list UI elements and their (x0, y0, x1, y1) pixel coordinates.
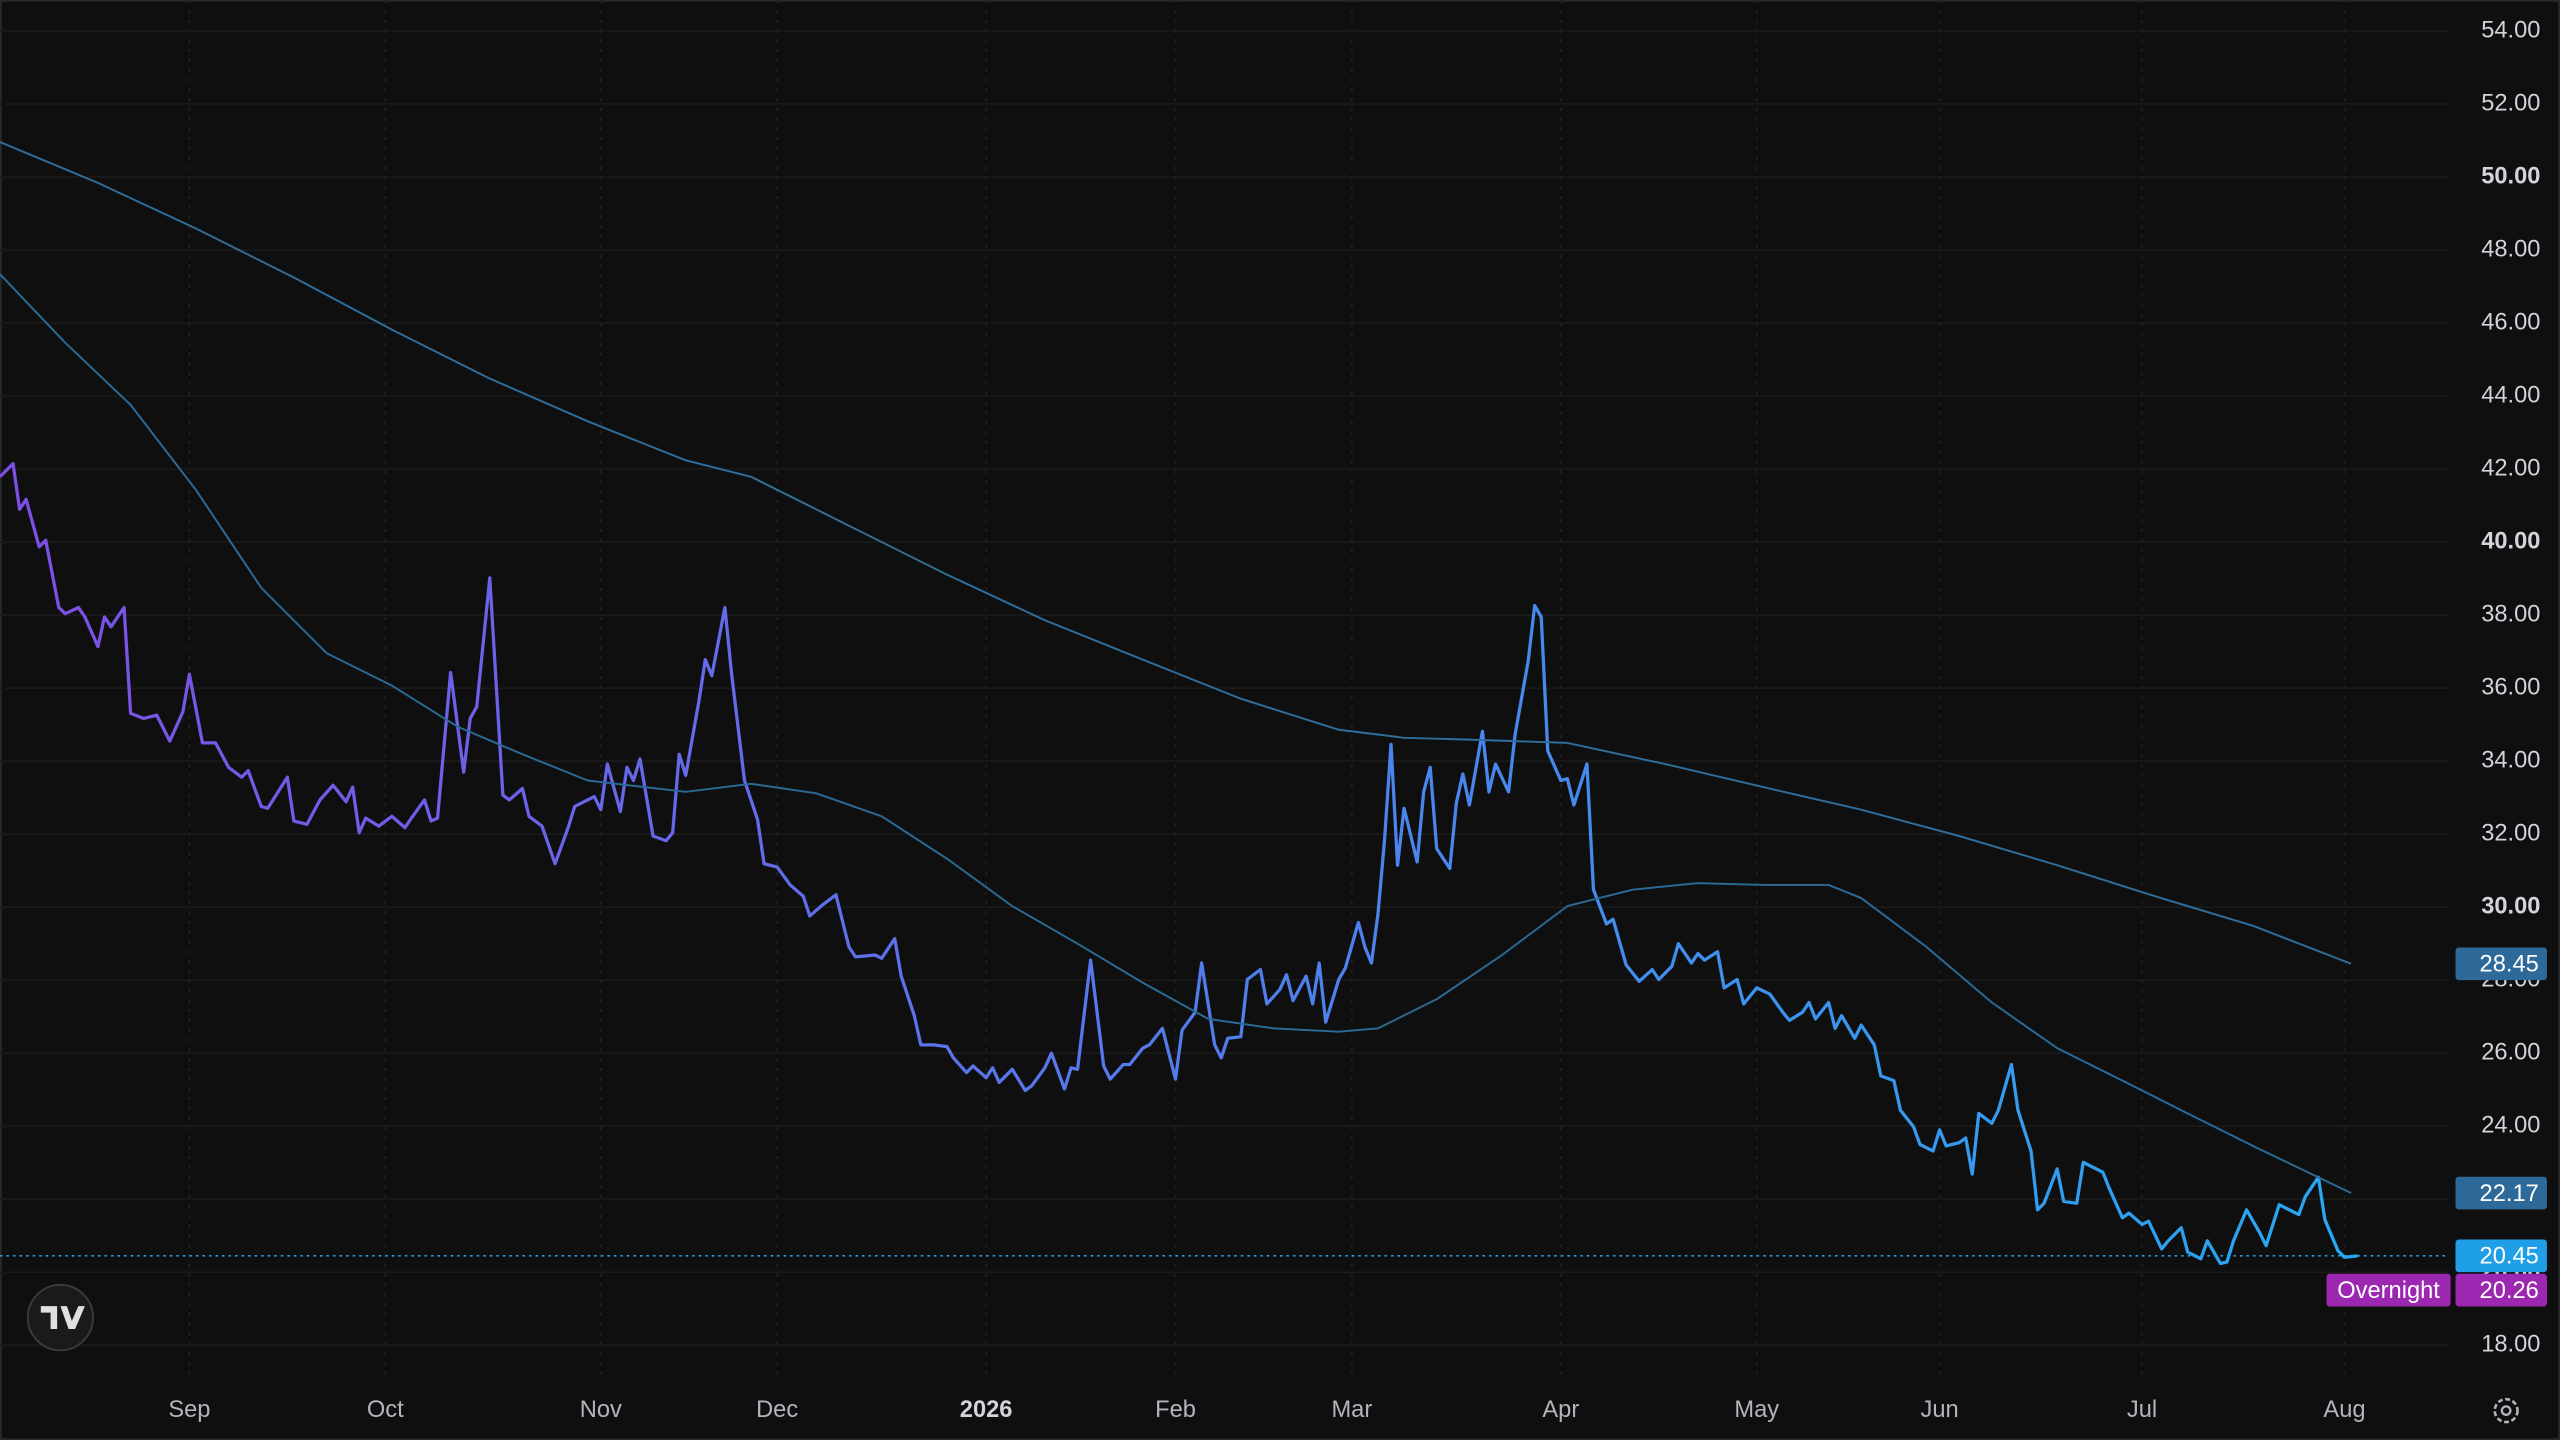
y-tick-label: 36.00 (2481, 674, 2540, 700)
x-tick-label: Mar (1331, 1397, 1372, 1423)
y-tick-label: 26.00 (2481, 1039, 2540, 1065)
y-tick-label: 54.00 (2481, 17, 2540, 43)
price-tag (2455, 947, 2547, 981)
y-tick-label: 46.00 (2481, 309, 2540, 335)
logo[interactable] (26, 1283, 95, 1352)
overnight-price-tag (2455, 1273, 2547, 1307)
moving-average-line (0, 141, 2352, 965)
logo-circle[interactable] (26, 1283, 95, 1352)
y-tick-label: 34.00 (2481, 747, 2540, 773)
y-tick-label: 24.00 (2481, 1112, 2540, 1138)
y-tick-label: 32.00 (2481, 820, 2540, 846)
price-line (0, 462, 2358, 1266)
gear-outer[interactable] (2493, 1397, 2519, 1424)
x-tick-label: Aug (2323, 1397, 2365, 1423)
x-tick-label: 2026 (960, 1397, 1013, 1423)
y-tick-label: 48.00 (2481, 236, 2540, 262)
price-tag-label: 22.17 (2480, 1181, 2539, 1207)
y-tick-label: 50.00 (2481, 163, 2540, 189)
x-tick-label: May (1734, 1397, 1779, 1423)
x-tick-label: Nov (580, 1397, 622, 1423)
x-tick-label: Feb (1155, 1397, 1196, 1423)
x-tick-label: Sep (168, 1397, 210, 1423)
x-tick-label: Apr (1542, 1397, 1579, 1423)
price-tag (2455, 1176, 2547, 1210)
overnight-badge (2326, 1273, 2451, 1307)
gear-inner[interactable] (2500, 1405, 2512, 1417)
moving-average-line (0, 273, 2352, 1194)
x-tick-label: Oct (367, 1397, 404, 1423)
x-tick-label: Jun (1921, 1397, 1959, 1423)
price-tag (2455, 1239, 2547, 1273)
price-tag-label: 28.45 (2480, 952, 2539, 978)
x-tick-label: Dec (756, 1397, 798, 1423)
y-tick-label: 18.00 (2481, 1332, 2540, 1358)
y-tick-label: 42.00 (2481, 455, 2540, 481)
price-tag-label: 20.45 (2480, 1244, 2539, 1270)
overnight-price-label: 20.26 (2480, 1278, 2539, 1304)
y-tick-label: 38.00 (2481, 601, 2540, 627)
y-tick-label: 30.00 (2481, 893, 2540, 919)
y-tick-label: 44.00 (2481, 382, 2540, 408)
settings-button[interactable] (2493, 1397, 2519, 1424)
x-tick-label: Jul (2127, 1397, 2157, 1423)
logo-glyph[interactable] (40, 1306, 85, 1329)
y-tick-label: 52.00 (2481, 90, 2540, 116)
y-tick-label: 40.00 (2481, 528, 2540, 554)
overnight-label: Overnight (2337, 1278, 2440, 1304)
